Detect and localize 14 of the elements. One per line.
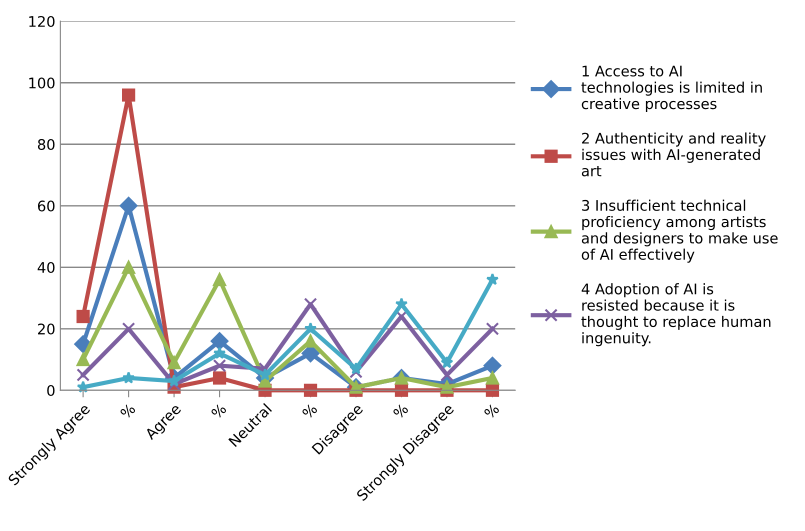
- legend-label: 3 Insufficient technical proficiency among artists and designers to make use of AI effectively: [582, 200, 778, 263]
- y-tick-label: 40: [38, 262, 55, 274]
- legend-label: 1 Access to AI technologies is limited in creative processes: [581, 66, 762, 112]
- y-tick-label: 60: [38, 200, 55, 212]
- legend-label: 2 Authenticity and reality issues with AI-generated art: [582, 132, 766, 176]
- x-tick-label: %: [120, 402, 136, 420]
- y-tick-label: 20: [38, 323, 55, 335]
- legend-label: 4 Adoption of AI is resisted because it is thought to replace human ingenuity.: [581, 283, 770, 346]
- y-tick-label: 120: [29, 16, 55, 27]
- x-tick-label: %: [210, 402, 227, 420]
- x-tick-label: %: [483, 402, 500, 420]
- y-tick-label: 100: [29, 77, 55, 88]
- y-tick-label: 0: [47, 385, 55, 396]
- y-tick-label: 80: [38, 138, 55, 150]
